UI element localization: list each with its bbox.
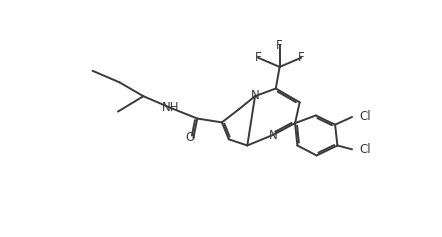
Text: N: N <box>251 89 259 102</box>
Text: O: O <box>185 131 194 144</box>
Text: N: N <box>269 129 278 142</box>
Text: Cl: Cl <box>359 110 370 123</box>
Text: F: F <box>255 51 261 64</box>
Text: NH: NH <box>162 101 179 114</box>
Text: F: F <box>276 39 283 52</box>
Text: Cl: Cl <box>359 143 370 156</box>
Text: F: F <box>298 51 305 64</box>
